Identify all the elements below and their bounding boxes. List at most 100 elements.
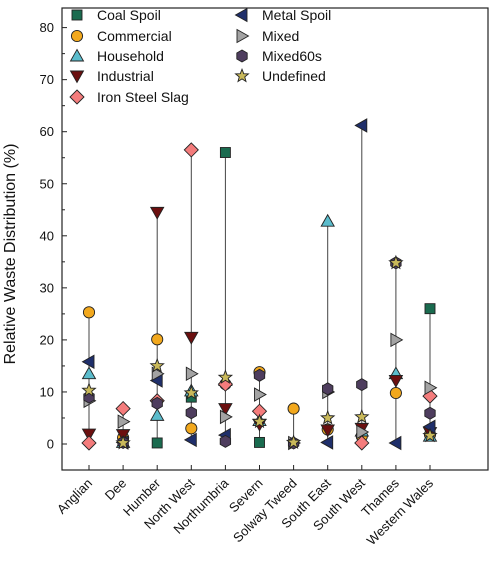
- y-tick-label: 60: [40, 124, 54, 139]
- y-tick-label: 50: [40, 176, 54, 191]
- data-point: [185, 406, 197, 420]
- data-point: [81, 435, 97, 451]
- legend-marker: [71, 9, 83, 21]
- data-point: [149, 206, 165, 220]
- legend-item: Household: [69, 48, 164, 64]
- data-point: [320, 213, 335, 227]
- data-point: [81, 354, 95, 370]
- y-axis: 0 10 20 30 40 50 60 70 80: [40, 20, 67, 452]
- data-point: [285, 434, 302, 449]
- legend-marker: [234, 7, 248, 23]
- data-point: [183, 432, 197, 448]
- y-tick-label: 10: [40, 384, 54, 399]
- y-tick-label: 20: [40, 332, 54, 347]
- data-point: [422, 427, 438, 443]
- data-point: [254, 436, 265, 448]
- data-point: [253, 368, 266, 382]
- data-point: [149, 407, 165, 421]
- legend-label: Metal Spoil: [262, 7, 331, 23]
- legend-marker: [69, 48, 85, 62]
- data-point: [388, 375, 404, 388]
- data-point: [81, 366, 97, 380]
- legend-marker: [70, 29, 84, 43]
- legend-label: Commercial: [97, 28, 172, 44]
- legend-item: Commercial: [70, 28, 172, 44]
- y-tick-label: 30: [40, 280, 54, 295]
- data-point: [320, 435, 334, 450]
- data-point: [185, 422, 198, 435]
- y-tick-label: 70: [40, 72, 54, 87]
- data-point: [424, 406, 436, 420]
- legend-label: Mixed: [262, 28, 299, 44]
- legend-marker: [236, 49, 248, 63]
- data-point: [151, 437, 163, 449]
- data-point: [356, 424, 370, 440]
- legend-item: Mixed: [236, 28, 299, 44]
- data-point: [424, 380, 438, 396]
- series-mixed: [83, 332, 438, 451]
- data-point: [251, 413, 268, 429]
- data-point: [81, 428, 97, 442]
- legend-label: Mixed60s: [262, 48, 322, 64]
- plot-border: [61, 7, 489, 471]
- legend-label: Undefined: [262, 68, 326, 84]
- data-point: [254, 387, 267, 402]
- data-point: [115, 434, 131, 450]
- data-point: [149, 357, 165, 373]
- data-point: [115, 400, 131, 417]
- y-axis-title: Relative Waste Distribution (%): [2, 144, 19, 365]
- data-point: [320, 409, 336, 425]
- data-point: [183, 142, 199, 158]
- data-point: [184, 331, 199, 345]
- x-tick-label: Anglian: [54, 476, 95, 517]
- data-point: [388, 435, 402, 451]
- legend-item: Iron Steel Slag: [69, 89, 189, 105]
- legend-label: Coal Spoil: [97, 7, 161, 23]
- data-point: [356, 378, 368, 392]
- series-iron-steel-slag: [81, 142, 438, 451]
- data-point: [117, 414, 131, 429]
- data-point: [389, 386, 402, 400]
- x-tick-label: Dee: [102, 476, 129, 503]
- data-markers: [81, 118, 438, 451]
- data-point: [424, 303, 436, 315]
- series-coal-spoil: [117, 147, 436, 449]
- legend-marker: [234, 67, 250, 83]
- legend-item: Metal Spoil: [234, 7, 331, 23]
- data-point: [320, 424, 335, 438]
- data-point: [390, 332, 404, 348]
- data-point: [82, 306, 96, 319]
- data-point: [81, 382, 97, 397]
- data-point: [219, 409, 233, 425]
- plot-frame: [61, 7, 489, 471]
- y-tick-label: 40: [40, 228, 54, 243]
- data-point: [219, 147, 231, 158]
- legend-label: Industrial: [97, 68, 154, 84]
- legend-marker: [236, 28, 250, 44]
- y-tick-label: 80: [40, 20, 54, 35]
- series-undefined: [81, 254, 438, 450]
- legend-item: Undefined: [234, 67, 326, 84]
- y-tick-label: 0: [47, 437, 54, 452]
- legend-marker: [69, 70, 85, 84]
- legend-item: Coal Spoil: [71, 7, 161, 23]
- legend-item: Mixed60s: [236, 48, 322, 64]
- legend: Coal Spoil Commercial Household Industrial I…: [69, 7, 331, 105]
- data-point: [151, 333, 164, 346]
- data-point: [354, 435, 370, 451]
- data-point: [354, 118, 368, 133]
- data-point: [287, 402, 300, 415]
- legend-label: Household: [97, 48, 164, 64]
- data-point: [388, 254, 404, 270]
- data-point: [183, 384, 199, 400]
- data-point: [322, 382, 334, 396]
- series-metal-spoil: [81, 118, 436, 451]
- legend-marker: [69, 89, 85, 105]
- data-point: [218, 403, 233, 417]
- legend-item: Industrial: [69, 68, 154, 84]
- data-point: [217, 369, 234, 384]
- data-point: [219, 434, 232, 448]
- data-point: [185, 366, 199, 382]
